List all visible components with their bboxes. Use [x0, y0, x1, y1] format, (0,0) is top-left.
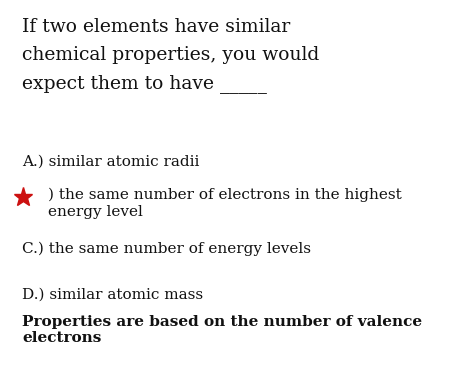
Text: C.) the same number of energy levels: C.) the same number of energy levels	[22, 242, 311, 257]
Text: A.) similar atomic radii: A.) similar atomic radii	[22, 155, 200, 169]
Text: Properties are based on the number of valence
electrons: Properties are based on the number of va…	[22, 315, 422, 345]
Text: chemical properties, you would: chemical properties, you would	[22, 46, 319, 64]
Text: If two elements have similar: If two elements have similar	[22, 18, 290, 36]
Text: ) the same number of electrons in the highest
energy level: ) the same number of electrons in the hi…	[48, 188, 402, 219]
Text: expect them to have _____: expect them to have _____	[22, 74, 267, 93]
Text: D.) similar atomic mass: D.) similar atomic mass	[22, 288, 203, 302]
